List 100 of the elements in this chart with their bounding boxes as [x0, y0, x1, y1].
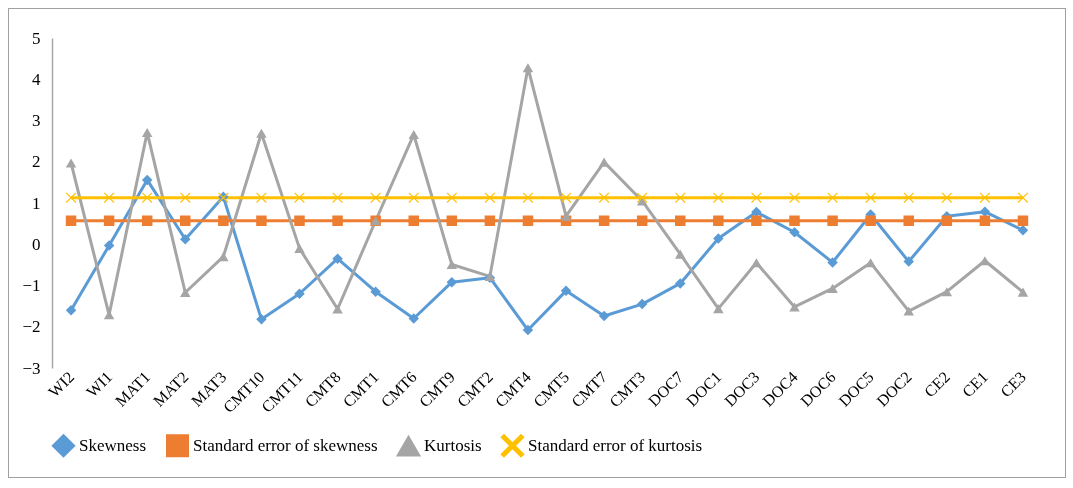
point [370, 286, 381, 297]
point [218, 252, 229, 262]
point [827, 257, 838, 268]
point [675, 215, 686, 226]
point [789, 215, 800, 226]
y-tick-label: −3 [22, 358, 41, 378]
point [789, 227, 800, 238]
x-tick-label: WI1 [83, 368, 116, 401]
point [827, 283, 838, 293]
point [218, 215, 229, 226]
point [675, 192, 686, 203]
point [560, 192, 572, 203]
point [789, 302, 800, 312]
point [141, 174, 153, 186]
point [180, 234, 191, 245]
point [180, 192, 191, 203]
point [103, 192, 115, 203]
point [522, 63, 534, 73]
point [675, 249, 686, 259]
y-tick-label: 1 [32, 193, 41, 213]
point [903, 215, 914, 226]
point [522, 192, 534, 203]
y-tick-label: 2 [32, 152, 41, 172]
point [484, 215, 496, 226]
point [294, 215, 305, 226]
point [446, 215, 458, 226]
point [713, 192, 724, 203]
point [865, 192, 876, 203]
point [256, 128, 267, 138]
point [180, 287, 191, 298]
point [903, 256, 914, 267]
point [560, 285, 572, 297]
x-tick-label: CE3 [996, 368, 1030, 401]
legend-label: Standard error of kurtosis [528, 435, 703, 455]
legend-label: Skewness [79, 435, 147, 455]
point [180, 215, 191, 226]
point [598, 215, 610, 226]
point [65, 192, 77, 203]
point [865, 258, 876, 268]
point [332, 215, 343, 226]
point [65, 215, 77, 226]
legend-label: Kurtosis [424, 436, 482, 456]
point [408, 129, 419, 140]
legend-label: Standard error of skewness [193, 435, 378, 455]
point [827, 215, 838, 226]
point [141, 127, 153, 137]
point [636, 298, 648, 310]
point [979, 192, 991, 203]
x-tick-label: WI2 [45, 368, 78, 401]
point [560, 211, 572, 221]
point [65, 305, 77, 316]
point [713, 304, 724, 314]
point [294, 288, 305, 299]
point [675, 278, 686, 289]
y-tick-label: 3 [32, 111, 41, 130]
point [1017, 215, 1029, 226]
point [370, 192, 381, 203]
point [484, 192, 496, 203]
point [332, 253, 343, 264]
point [446, 259, 458, 269]
point [446, 276, 458, 288]
point [294, 243, 305, 253]
point [979, 206, 991, 217]
point [865, 215, 876, 226]
point [1017, 287, 1029, 297]
point [751, 258, 762, 268]
point [751, 215, 762, 226]
point [903, 192, 914, 203]
point [522, 324, 534, 336]
point [408, 313, 419, 324]
point [256, 314, 267, 325]
point [522, 215, 534, 226]
point [636, 192, 648, 203]
x-tick-label: CE2 [920, 368, 953, 401]
y-tick-label: 4 [32, 69, 41, 89]
point [598, 310, 610, 322]
point [103, 215, 115, 226]
point [713, 233, 724, 244]
point [903, 306, 914, 316]
point [941, 192, 953, 203]
point [446, 192, 458, 203]
point [979, 215, 991, 226]
point [141, 192, 153, 203]
point [941, 215, 953, 226]
point [1017, 192, 1029, 203]
y-tick-label: −2 [22, 317, 41, 337]
point [65, 158, 77, 168]
y-tick-label: 5 [32, 28, 41, 48]
point [256, 215, 267, 226]
y-tick-label: −1 [22, 276, 41, 295]
point [141, 215, 153, 226]
point [598, 192, 610, 203]
y-tick-label: 0 [32, 234, 41, 254]
point [408, 192, 419, 203]
point [941, 287, 953, 297]
x-tick-label: CE1 [958, 368, 992, 401]
point [713, 215, 724, 226]
point [408, 215, 419, 226]
point [636, 215, 648, 226]
point [332, 304, 343, 314]
